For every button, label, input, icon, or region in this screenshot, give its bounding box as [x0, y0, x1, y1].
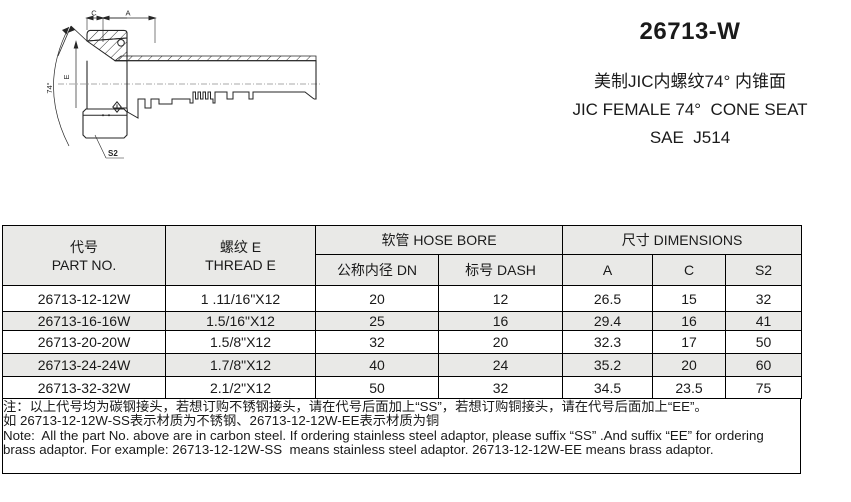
svg-text:A: A: [125, 9, 130, 18]
svg-text:C: C: [91, 9, 97, 18]
svg-text:S2: S2: [108, 149, 118, 158]
svg-text:74°: 74°: [45, 82, 54, 93]
svg-text:E: E: [62, 74, 71, 79]
